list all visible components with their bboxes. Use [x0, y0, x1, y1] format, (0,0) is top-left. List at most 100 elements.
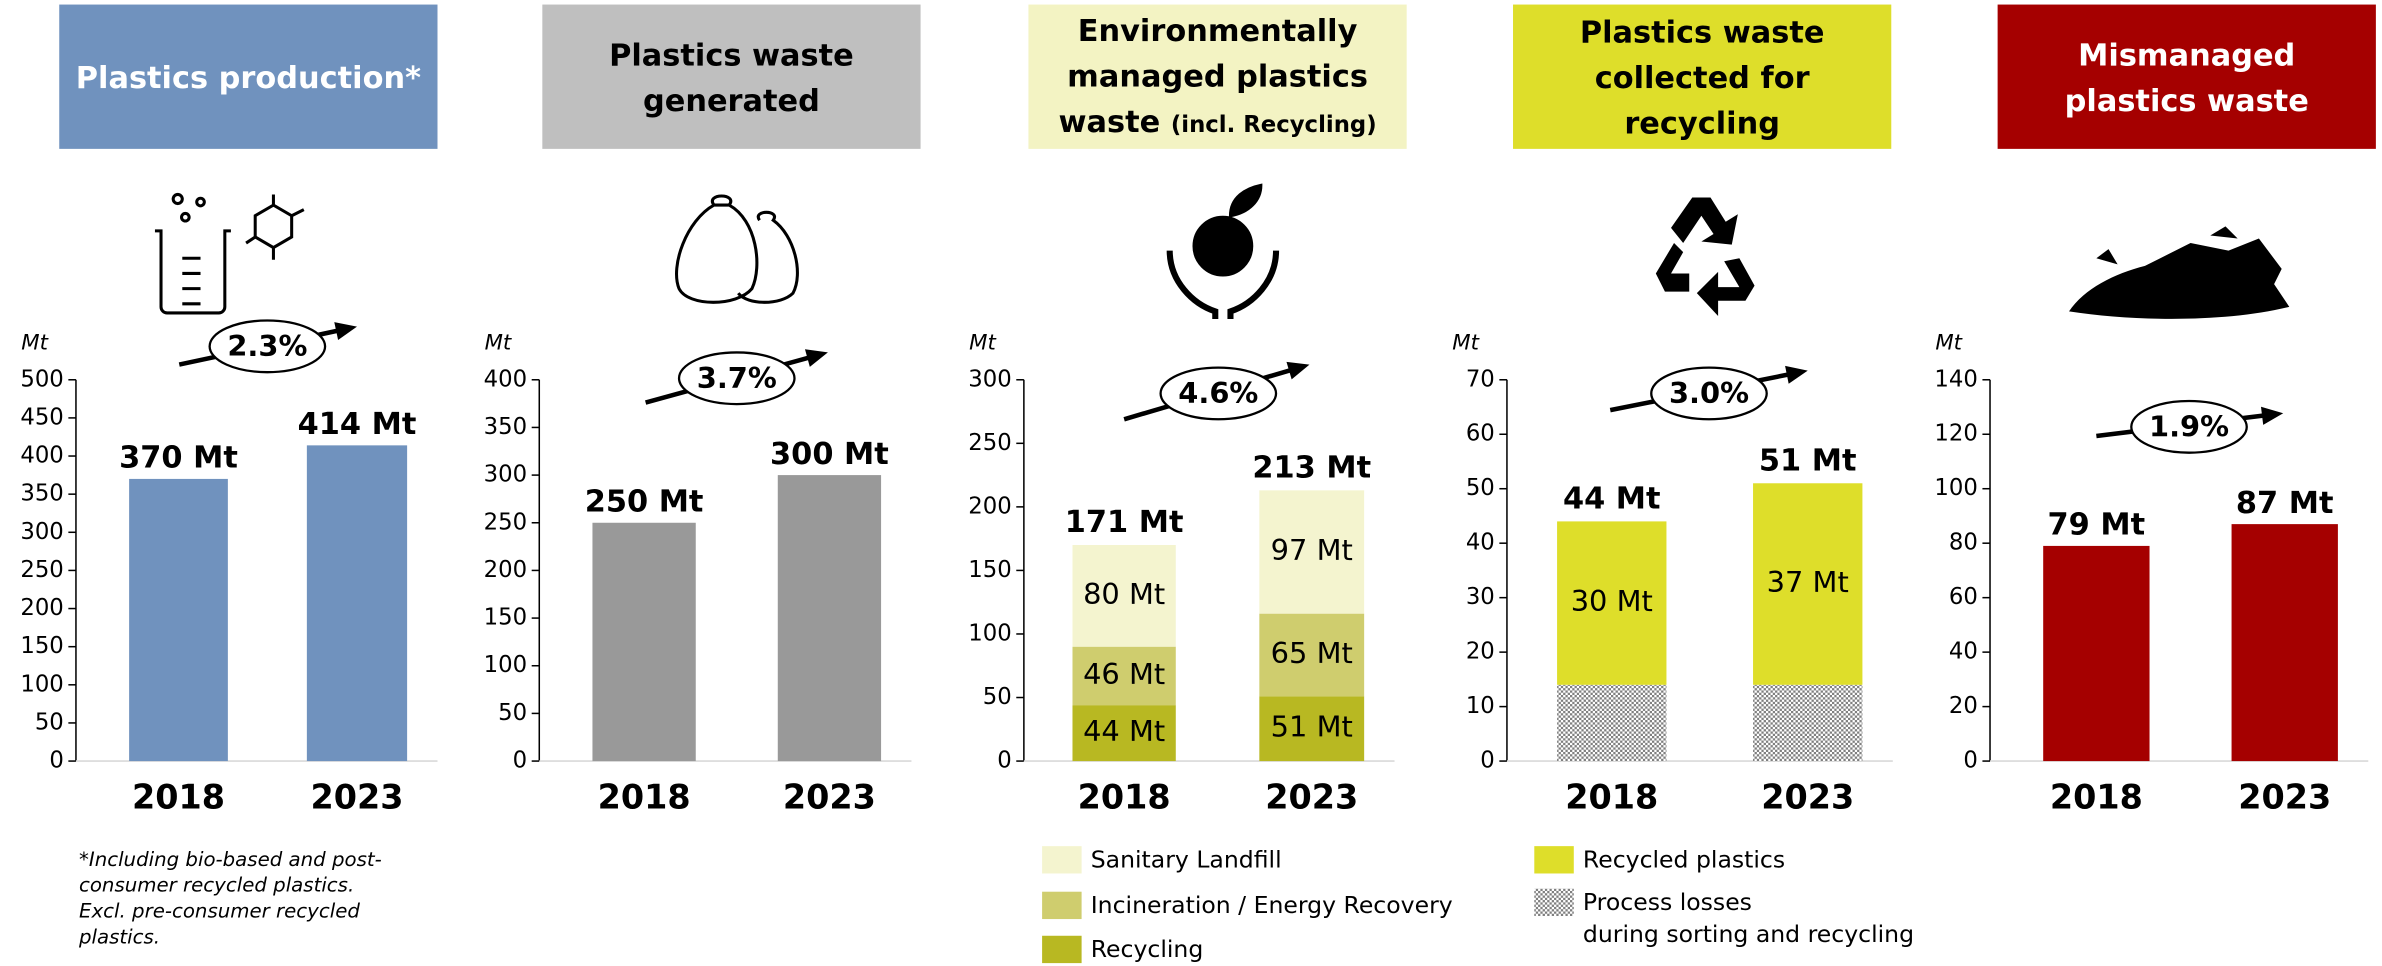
bar: [778, 475, 881, 761]
y-tick-label: 50: [35, 709, 64, 735]
segment-label: 46 Mt: [1083, 657, 1165, 691]
legend-label: Recycled plastics: [1583, 845, 1785, 877]
panel-header: Environmentally managed plastics waste (…: [1028, 5, 1406, 149]
legend-swatch: [1534, 846, 1573, 873]
value-label: 79 Mt: [2048, 508, 2146, 543]
y-tick-label: 0: [513, 748, 527, 774]
bar-segment: [1753, 685, 1862, 761]
header-title: Plastics waste collected for recycling: [1580, 13, 1825, 141]
segment-label: 97 Mt: [1271, 533, 1353, 567]
segment-label: 51 Mt: [1271, 710, 1353, 744]
panel-header: Plastics production*: [59, 5, 437, 149]
y-tick-label: 350: [20, 481, 63, 507]
y-tick-label: 0: [49, 748, 63, 774]
legend-swatch: [1534, 889, 1573, 916]
growth-label: 2.3%: [227, 329, 307, 363]
y-tick-label: 60: [1949, 584, 1978, 610]
segment-label: 44 Mt: [1083, 714, 1165, 748]
growth-label: 3.7%: [697, 361, 777, 395]
x-tick-label: 2018: [598, 778, 691, 817]
total-label: 213 Mt: [1252, 451, 1371, 486]
y-tick-label: 450: [20, 404, 63, 430]
y-tick-label: 400: [20, 443, 63, 469]
header-title: Plastics waste generated: [609, 36, 854, 118]
y-tick-label: 0: [997, 748, 1011, 774]
y-tick-label: 50: [498, 700, 527, 726]
value-label: 87 Mt: [2236, 486, 2334, 521]
sack-icon: [677, 196, 757, 302]
legend-label: Process losses during sorting and recycl…: [1583, 887, 1914, 951]
y-tick-label: 150: [968, 557, 1011, 583]
panel-header: Plastics waste collected for recycling: [1513, 5, 1891, 149]
y-tick-label: 400: [484, 366, 527, 392]
total-label: 171 Mt: [1065, 505, 1184, 540]
legend-label: Incineration / Energy Recovery: [1091, 890, 1453, 922]
legend-swatch: [1042, 846, 1081, 873]
legend-swatch: [1042, 936, 1081, 963]
x-tick-label: 2023: [783, 778, 876, 817]
axis-unit: Mt: [1935, 330, 1962, 355]
value-label: 414 Mt: [298, 407, 417, 442]
y-tick-label: 140: [1934, 366, 1977, 392]
y-tick-label: 0: [1963, 748, 1977, 774]
bubble-icon: [197, 198, 205, 206]
header-note: (incl. Recycling): [1171, 110, 1377, 137]
y-tick-label: 50: [1466, 475, 1495, 501]
beaker-icon: [155, 231, 231, 313]
y-tick-label: 300: [20, 519, 63, 545]
value-label: 300 Mt: [770, 437, 889, 472]
globe-icon: [1194, 217, 1252, 275]
bar: [2043, 546, 2149, 761]
y-tick-label: 250: [20, 557, 63, 583]
growth-label: 4.6%: [1178, 376, 1258, 410]
axis-unit: Mt: [485, 330, 512, 355]
x-tick-label: 2018: [2050, 778, 2143, 817]
axis-unit: Mt: [1452, 330, 1479, 355]
y-tick-label: 80: [1949, 530, 1978, 556]
y-tick-label: 100: [20, 671, 63, 697]
segment-label: 30 Mt: [1571, 584, 1653, 618]
infographic: Mt0501001502002503003504004505002018370 …: [0, 0, 2382, 965]
x-tick-label: 2018: [132, 778, 225, 817]
axis-unit: Mt: [21, 330, 48, 355]
y-tick-label: 20: [1949, 693, 1978, 719]
y-tick-label: 350: [484, 414, 527, 440]
segment-label: 80 Mt: [1083, 577, 1165, 611]
x-tick-label: 2023: [1761, 778, 1854, 817]
growth-label: 3.0%: [1669, 376, 1749, 410]
y-tick-label: 50: [983, 684, 1012, 710]
header-title: Plastics production*: [76, 58, 421, 94]
header-text: Plastics production*: [76, 54, 421, 100]
total-label: 51 Mt: [1759, 444, 1857, 479]
y-tick-label: 40: [1949, 639, 1978, 665]
bar: [592, 523, 695, 761]
growth-arrowhead: [1286, 362, 1309, 379]
y-tick-label: 100: [484, 652, 527, 678]
bar: [2232, 524, 2338, 761]
legend-swatch: [1042, 892, 1081, 919]
y-tick-label: 10: [1466, 693, 1495, 719]
y-tick-label: 60: [1466, 421, 1495, 447]
y-tick-label: 150: [484, 605, 527, 631]
segment-label: 65 Mt: [1271, 636, 1353, 670]
value-label: 370 Mt: [119, 441, 238, 476]
bar-segment: [1557, 685, 1666, 761]
bar: [307, 445, 407, 761]
y-tick-label: 200: [484, 557, 527, 583]
axis-unit: Mt: [969, 330, 996, 355]
bar: [129, 479, 228, 761]
panel-header: Mismanaged plastics waste: [1998, 5, 2376, 149]
y-tick-label: 100: [1934, 475, 1977, 501]
segment-label: 37 Mt: [1767, 565, 1849, 599]
y-tick-label: 120: [1934, 421, 1977, 447]
growth-arrowhead: [2261, 407, 2283, 425]
y-tick-label: 30: [1466, 584, 1495, 610]
header-text: Environmentally managed plastics waste (…: [1041, 7, 1395, 147]
growth-arrowhead: [1785, 366, 1808, 384]
x-tick-label: 2023: [310, 778, 403, 817]
y-tick-label: 150: [20, 633, 63, 659]
x-tick-label: 2018: [1565, 778, 1658, 817]
value-label: 250 Mt: [585, 485, 704, 520]
y-tick-label: 0: [1480, 748, 1494, 774]
legend-label: Recycling: [1091, 934, 1204, 966]
